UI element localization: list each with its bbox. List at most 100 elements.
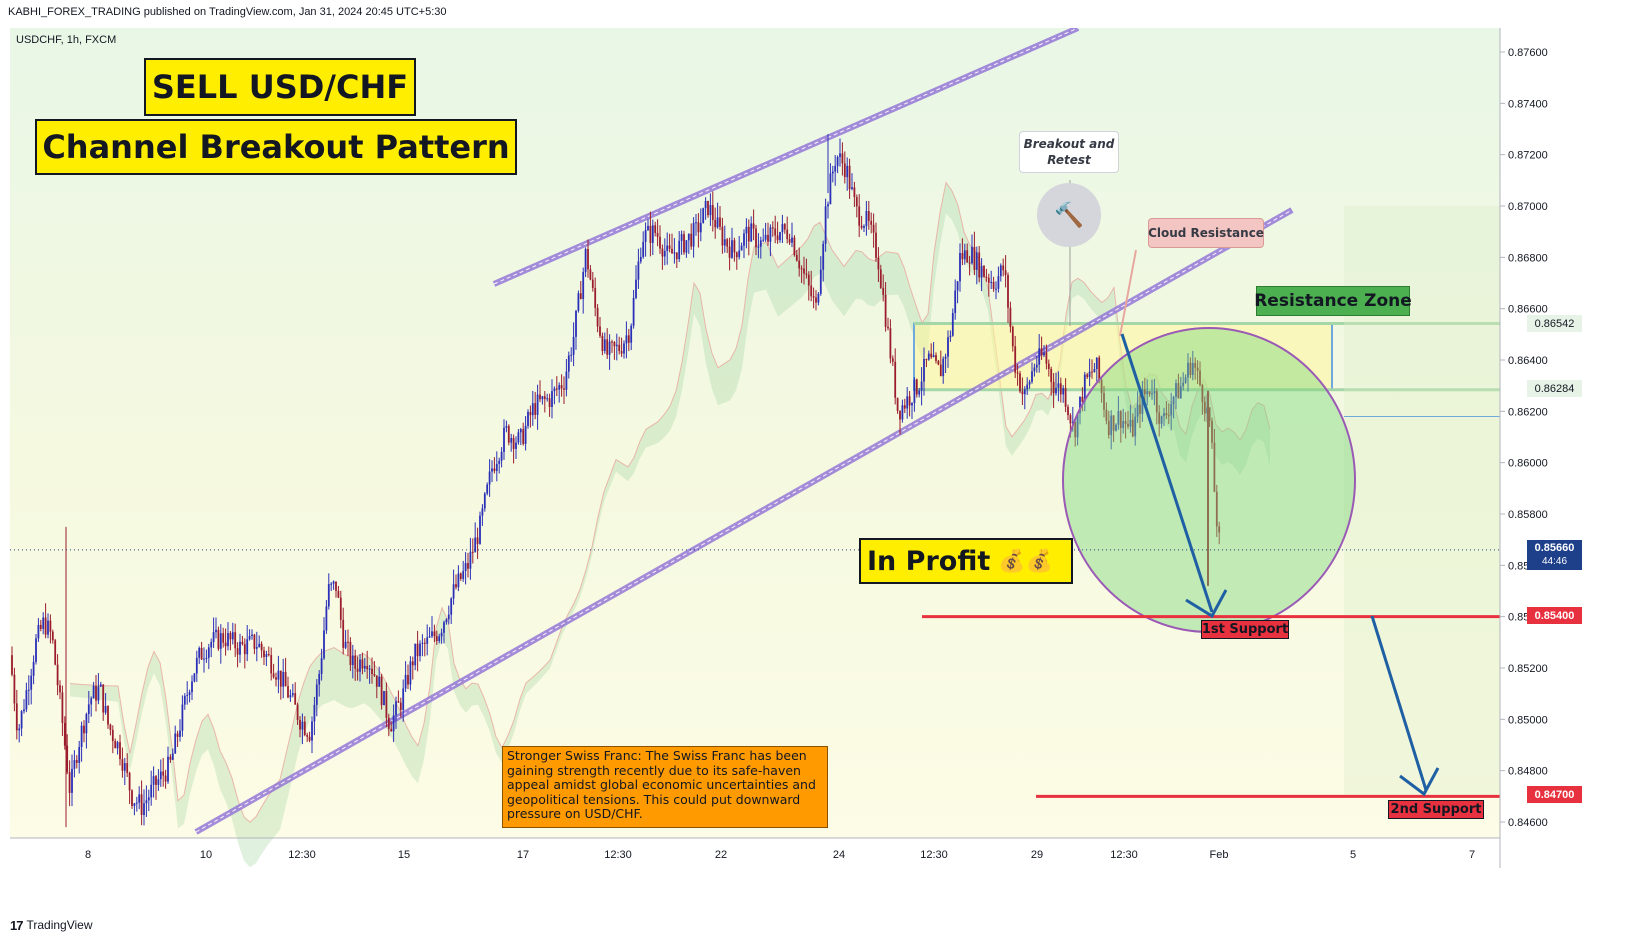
- candle-body: [287, 686, 289, 698]
- candle-body: [1107, 420, 1110, 436]
- candle-body: [68, 772, 71, 793]
- candle-body: [1050, 368, 1053, 383]
- candle: [433, 624, 436, 643]
- candle: [71, 754, 73, 807]
- tradingview-brand[interactable]: TradingView: [26, 918, 93, 932]
- candle-body: [767, 234, 769, 242]
- candle: [109, 723, 112, 736]
- candle: [267, 646, 270, 657]
- candle-body: [793, 237, 796, 255]
- candle: [771, 221, 774, 237]
- candle: [709, 193, 712, 226]
- candle: [159, 759, 162, 787]
- candle: [793, 235, 796, 257]
- candle: [265, 650, 268, 667]
- candle-body: [1160, 416, 1163, 424]
- footer-branding[interactable]: 17 TradingView: [10, 915, 93, 935]
- candle: [179, 719, 181, 742]
- candle: [164, 769, 167, 789]
- candle-body: [301, 721, 304, 730]
- candle-body: [491, 468, 493, 472]
- candle-body: [260, 643, 263, 651]
- candle: [474, 522, 477, 553]
- candle: [157, 769, 160, 791]
- candle-body: [995, 288, 997, 290]
- candle: [325, 600, 328, 634]
- candle: [498, 457, 501, 474]
- candle: [1170, 392, 1173, 431]
- candle-body: [1093, 368, 1096, 373]
- candle-body: [728, 246, 731, 258]
- candle-body: [781, 224, 784, 233]
- tradingview-logo-icon: 17: [10, 917, 24, 933]
- candle: [510, 433, 513, 452]
- candle: [519, 427, 522, 446]
- candle: [1007, 272, 1009, 323]
- candle-body: [1040, 348, 1043, 356]
- candle: [440, 628, 443, 644]
- resistance-zone-label: Resistance Zone: [1254, 286, 1412, 316]
- countdown-text: 44:46: [1541, 556, 1568, 567]
- candle-body: [1100, 380, 1103, 393]
- candle-body: [205, 657, 208, 659]
- candle-body: [1218, 526, 1221, 533]
- candle-body: [37, 624, 40, 639]
- candle-body: [531, 403, 534, 416]
- candle-body: [277, 670, 280, 680]
- candle-body: [150, 784, 153, 798]
- candle: [683, 230, 685, 255]
- candle-body: [133, 803, 136, 806]
- candle: [248, 629, 251, 641]
- candle: [543, 391, 546, 413]
- candle-body: [428, 636, 431, 638]
- candle-body: [947, 337, 949, 357]
- candle: [303, 716, 306, 737]
- candle: [704, 197, 707, 220]
- candle-body: [284, 671, 287, 687]
- candle: [987, 273, 990, 297]
- candle: [649, 211, 652, 257]
- candle-body: [978, 252, 981, 278]
- candle-body: [1026, 384, 1029, 390]
- candle-body: [231, 632, 234, 640]
- candle: [563, 376, 565, 405]
- candle: [1194, 357, 1197, 380]
- candle-body: [769, 227, 772, 242]
- candle-body: [827, 204, 829, 207]
- y-tick-label: 0.87000: [1508, 201, 1548, 213]
- x-tick-label: 22: [715, 849, 727, 861]
- candle: [877, 247, 880, 283]
- candle-body: [1184, 377, 1187, 383]
- candle-body: [743, 233, 745, 246]
- candle-body: [714, 220, 717, 228]
- candle-body: [819, 269, 822, 294]
- candle: [546, 393, 549, 402]
- candle-body: [171, 753, 174, 760]
- candle: [198, 646, 201, 665]
- chart-area[interactable]: 0.87600 0.87400 0.87200 0.87000 0.86800 0.866…: [10, 28, 1582, 905]
- candle: [251, 629, 253, 640]
- candle: [1076, 412, 1079, 446]
- candle: [956, 281, 959, 304]
- candle-body: [666, 245, 669, 252]
- candle: [275, 672, 277, 687]
- x-tick-label: 7: [1469, 849, 1475, 861]
- candle: [366, 650, 369, 679]
- candle-body: [11, 655, 13, 675]
- candle-body: [63, 723, 66, 746]
- candle: [49, 614, 52, 644]
- candle-body: [128, 772, 131, 791]
- candle-body: [95, 685, 97, 701]
- candle: [961, 238, 964, 266]
- candle: [1184, 374, 1187, 384]
- candle: [731, 227, 733, 259]
- candle-body: [800, 268, 803, 270]
- candle: [884, 282, 887, 332]
- candle-body: [536, 394, 539, 415]
- candle: [678, 231, 681, 262]
- candle: [119, 734, 121, 766]
- candle-body: [1127, 423, 1129, 427]
- price-chart[interactable]: 0.87600 0.87400 0.87200 0.87000 0.86800 0.866…: [10, 28, 1566, 905]
- candle-body: [901, 405, 904, 420]
- title-sell-label: SELL USD/CHF: [144, 58, 416, 116]
